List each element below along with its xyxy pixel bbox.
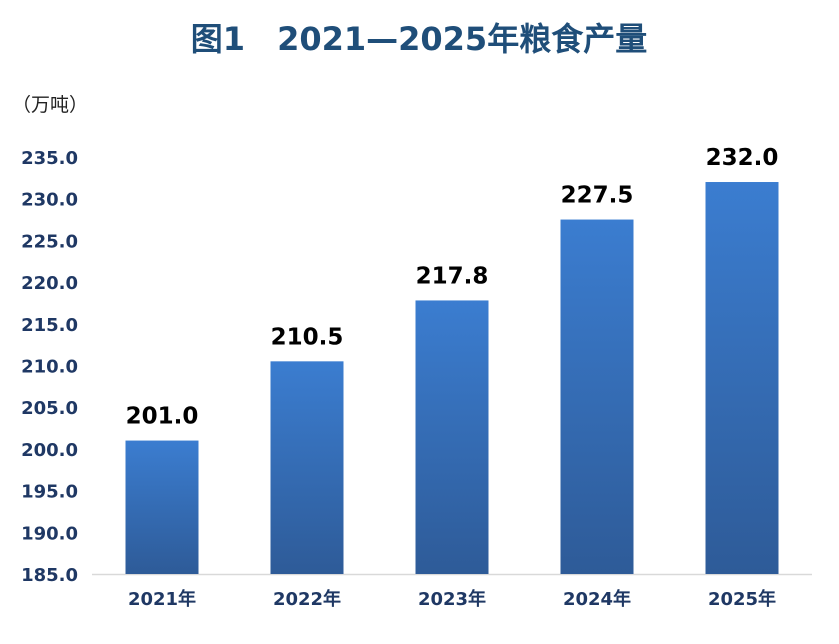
data-label-0: 201.0 [126, 404, 199, 430]
bar-4 [705, 182, 779, 574]
y-tick-label: 210.0 [21, 357, 78, 378]
y-axis-unit-label: （万吨） [12, 94, 88, 116]
y-tick-label: 195.0 [21, 482, 78, 503]
data-label-4: 232.0 [706, 145, 779, 171]
y-axis-ticks: 185.0 190.0 195.0 200.0 205.0 210.0 215.0 220.0… [21, 148, 78, 586]
y-tick-label: 215.0 [21, 315, 78, 336]
x-tick-label-2: 2023年 [418, 588, 486, 610]
y-tick-label: 185.0 [21, 565, 78, 586]
y-tick-label: 190.0 [21, 523, 78, 544]
data-labels: 201.0 210.5 217.8 227.5 232.0 [126, 145, 779, 430]
y-tick-label: 230.0 [21, 190, 78, 211]
data-label-3: 227.5 [561, 183, 634, 209]
data-label-1: 210.5 [271, 324, 344, 350]
y-tick-label: 225.0 [21, 231, 78, 252]
chart-title: 图1 2021—2025年粮食产量 [191, 20, 647, 58]
bars [125, 182, 779, 575]
x-tick-label-3: 2024年 [563, 588, 631, 610]
bar-0 [125, 440, 199, 574]
y-tick-label: 200.0 [21, 440, 78, 461]
y-tick-label: 235.0 [21, 148, 78, 169]
y-tick-label: 205.0 [21, 398, 78, 419]
x-tick-label-0: 2021年 [128, 588, 196, 610]
x-axis-ticks: 2021年 2022年 2023年 2024年 2025年 [128, 588, 776, 610]
data-label-2: 217.8 [416, 263, 489, 289]
x-tick-label-1: 2022年 [273, 588, 341, 610]
bar-3 [560, 219, 634, 575]
x-tick-label-4: 2025年 [708, 588, 776, 610]
bar-1 [270, 361, 344, 574]
y-tick-label: 220.0 [21, 273, 78, 294]
bar-2 [415, 300, 489, 574]
